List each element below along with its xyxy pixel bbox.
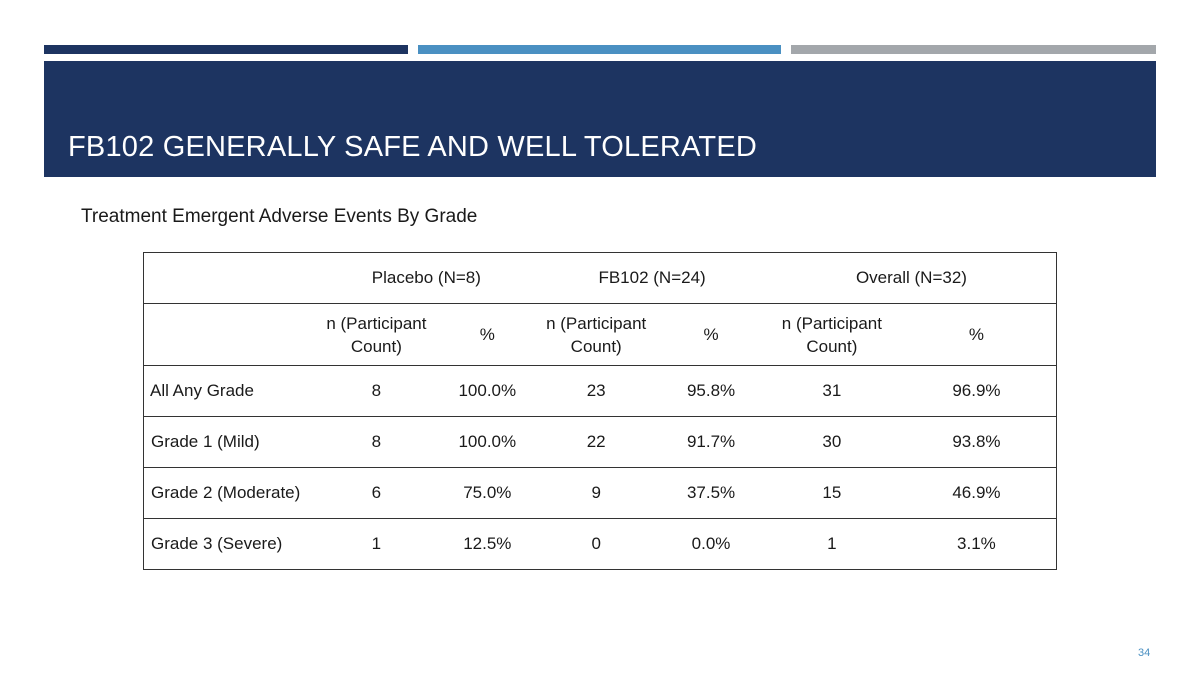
cell-value: 100.0% [458,381,517,400]
header-empty-cell [144,304,316,366]
cell-value: 15 [822,483,842,502]
col-header-pct: % [479,325,495,344]
cell-value: 1 [827,534,837,553]
cell-value: 30 [822,432,842,451]
cell-value: 12.5% [463,534,512,553]
cell-value: 95.8% [686,381,736,400]
cell-value: 1 [371,534,382,553]
cell-value: 31 [822,381,842,400]
cell-value: 8 [371,381,382,400]
column-header-row: n (Participant Count) % n (Participant C… [143,304,1057,366]
title-banner: FB102 GENERALLY SAFE AND WELL TOLERATED [44,61,1156,177]
col-header-n: n (Participant Count) [537,304,655,366]
cell-value: 3.1% [957,534,996,553]
cell-value: 96.9% [952,381,1001,400]
col-header-n-line1: n (Participant [546,313,647,333]
cell-value: 75.0% [463,483,512,502]
row-label: All Any Grade [150,381,254,400]
accent-bar-gray [791,45,1156,54]
accent-bar-dark [44,45,408,54]
cell-value: 9 [591,483,601,502]
row-label: Grade 1 (Mild) [151,432,260,451]
col-header-n-line2: Count) [570,336,622,356]
col-header-n-line1: n (Participant [326,313,427,333]
adverse-events-table: Placebo (N=8) FB102 (N=24) Overall (N=32… [143,252,1057,570]
slide-title: FB102 GENERALLY SAFE AND WELL TOLERATED [68,131,758,163]
group-header-overall: Overall (N=32) [855,268,967,287]
cell-value: 22 [586,432,606,451]
table-row: Grade 1 (Mild) 8 100.0% 22 91.7% 30 93.8… [143,417,1057,468]
col-header-n-line1: n (Participant [781,313,882,333]
col-header-n-line2: Count) [350,336,402,356]
row-label: Grade 2 (Moderate) [151,483,301,502]
table-row: All Any Grade 8 100.0% 23 95.8% 31 96.9% [143,366,1057,417]
accent-bar-blue [418,45,781,54]
cell-value: 91.7% [686,432,736,451]
cell-value: 0.0% [691,534,731,553]
group-header-fb102: FB102 (N=24) [598,268,706,287]
row-label: Grade 3 (Severe) [151,534,283,553]
group-header-placebo: Placebo (N=8) [371,268,481,287]
header-empty-cell [144,253,316,304]
group-header-row: Placebo (N=8) FB102 (N=24) Overall (N=32… [143,253,1057,304]
cell-value: 0 [591,534,601,553]
cell-value: 6 [371,483,382,502]
cell-value: 93.8% [952,432,1001,451]
cell-value: 8 [371,432,382,451]
col-header-n: n (Participant Count) [315,304,437,366]
cell-value: 37.5% [686,483,736,502]
col-header-pct: % [703,325,719,344]
col-header-pct: % [968,325,984,344]
col-header-n-line2: Count) [806,336,858,356]
table-caption: Treatment Emergent Adverse Events By Gra… [81,206,478,227]
page-number: 34 [1138,647,1151,659]
table-row: Grade 2 (Moderate) 6 75.0% 9 37.5% 15 46… [143,468,1057,519]
cell-value: 23 [586,381,606,400]
cell-value: 100.0% [458,432,517,451]
table-row: Grade 3 (Severe) 1 12.5% 0 0.0% 1 3.1% [143,519,1057,570]
col-header-n: n (Participant Count) [767,304,897,366]
cell-value: 46.9% [952,483,1001,502]
